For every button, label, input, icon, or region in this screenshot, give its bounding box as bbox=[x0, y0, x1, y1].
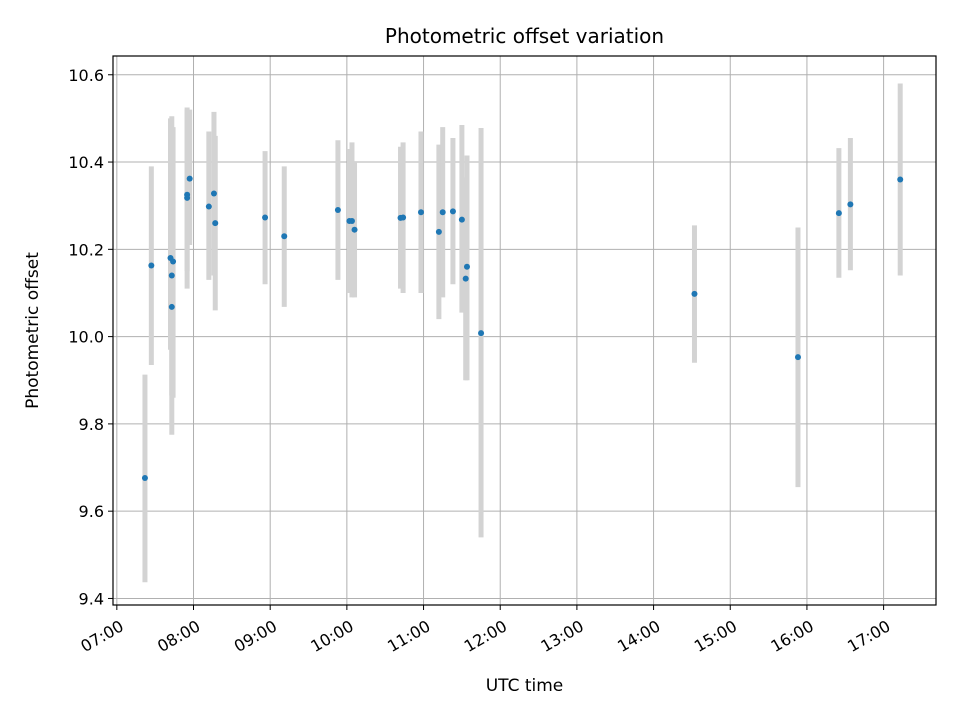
data-points bbox=[141, 175, 904, 482]
data-point bbox=[847, 201, 854, 208]
plot-frame bbox=[112, 55, 937, 606]
data-point bbox=[186, 175, 193, 182]
data-point bbox=[439, 209, 446, 216]
data-point bbox=[691, 290, 698, 297]
data-point bbox=[334, 207, 341, 214]
data-point bbox=[168, 272, 175, 279]
data-point bbox=[458, 216, 465, 223]
data-point bbox=[148, 262, 155, 269]
y-tick-label: 9.4 bbox=[79, 589, 104, 608]
y-axis-ticks: 9.4 9.6 9.8 10.0 10.2 10.4 10.6 bbox=[68, 66, 113, 608]
data-point bbox=[435, 228, 442, 235]
data-point bbox=[281, 233, 288, 240]
data-point bbox=[794, 354, 801, 361]
data-point bbox=[897, 176, 904, 183]
data-point bbox=[835, 210, 842, 217]
x-axis-label: UTC time bbox=[486, 676, 564, 696]
data-point bbox=[168, 303, 175, 310]
data-point bbox=[205, 203, 212, 210]
data-point bbox=[462, 275, 469, 282]
y-tick-label: 9.8 bbox=[79, 415, 104, 434]
y-tick-label: 10.0 bbox=[68, 328, 104, 347]
data-point bbox=[478, 330, 485, 337]
data-point bbox=[400, 214, 407, 221]
data-point bbox=[262, 214, 269, 221]
chart-title: Photometric offset variation bbox=[385, 24, 664, 48]
data-point bbox=[212, 220, 219, 227]
data-point bbox=[210, 190, 217, 197]
data-point bbox=[184, 194, 191, 201]
y-tick-label: 9.6 bbox=[79, 502, 104, 521]
data-point bbox=[141, 475, 148, 482]
data-point bbox=[463, 263, 470, 270]
data-point bbox=[449, 208, 456, 215]
y-tick-label: 10.4 bbox=[68, 153, 104, 172]
y-tick-label: 10.6 bbox=[68, 66, 104, 85]
y-tick-label: 10.2 bbox=[68, 240, 104, 259]
data-point bbox=[170, 258, 177, 265]
data-point bbox=[351, 226, 358, 233]
grid bbox=[113, 56, 936, 605]
data-point bbox=[417, 209, 424, 216]
y-axis-label: Photometric offset bbox=[23, 252, 43, 409]
data-point bbox=[348, 217, 355, 224]
